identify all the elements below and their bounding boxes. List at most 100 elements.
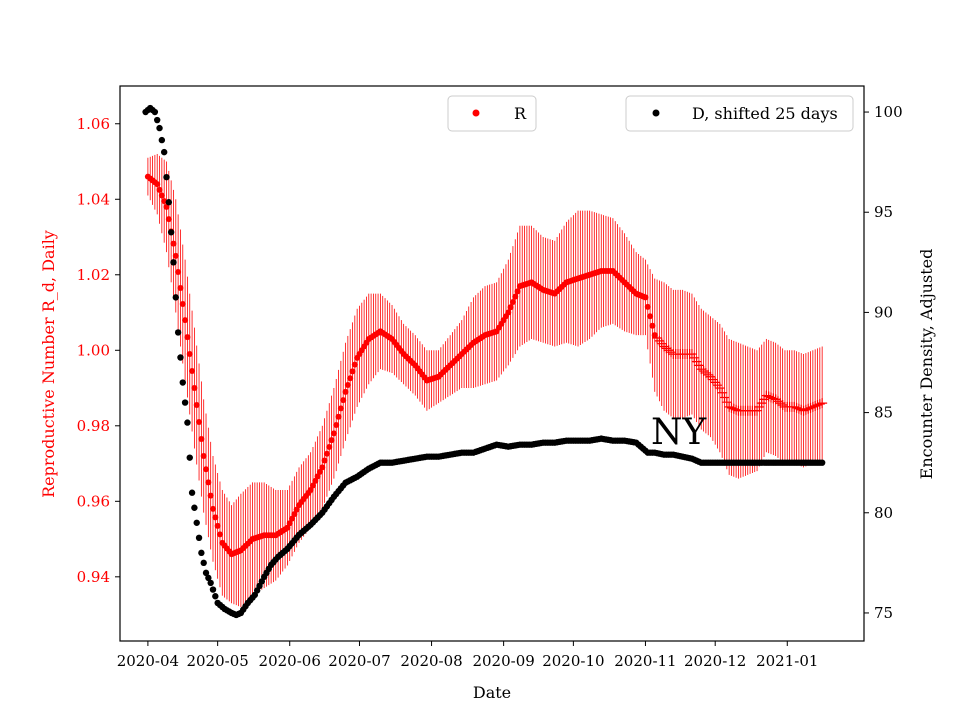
r-point-plus bbox=[793, 403, 804, 414]
d-point bbox=[165, 199, 173, 206]
r-point-plus bbox=[798, 405, 809, 416]
d-point bbox=[205, 574, 212, 582]
x-tick-label: 2020-12 bbox=[684, 652, 746, 670]
d-point bbox=[163, 173, 170, 181]
r-point-plus bbox=[810, 400, 821, 411]
x-tick-label: 2020-09 bbox=[472, 652, 534, 670]
d-point bbox=[177, 354, 184, 361]
r-point bbox=[158, 192, 165, 199]
r-point bbox=[205, 479, 212, 486]
d-point bbox=[154, 116, 161, 124]
legend-d-box bbox=[625, 95, 854, 132]
r-point bbox=[163, 203, 170, 210]
d-point bbox=[202, 569, 210, 577]
x-tick-label: 2021-01 bbox=[756, 652, 818, 670]
r-point-plus bbox=[803, 403, 814, 414]
x-tick-label: 2020-07 bbox=[328, 652, 390, 670]
r-point bbox=[309, 482, 316, 489]
y-axis-left: 0.94 0.96 0.98 1.00 1.02 1.04 1.06 bbox=[77, 115, 120, 586]
r-point bbox=[347, 375, 354, 382]
legend-r-marker bbox=[472, 109, 480, 117]
legend-r-label: R bbox=[514, 104, 527, 123]
r-point bbox=[203, 466, 210, 473]
r-point-plus bbox=[719, 392, 730, 403]
y-right-tick-label: 75 bbox=[874, 604, 893, 622]
y-left-tick-label: 1.06 bbox=[77, 115, 110, 133]
r-point bbox=[644, 303, 651, 310]
d-point bbox=[207, 579, 214, 587]
r-point bbox=[214, 522, 221, 529]
r-point bbox=[337, 405, 344, 412]
y-axis-right-label: Encounter Density, Adjusted bbox=[917, 249, 936, 480]
y-right-tick-label: 100 bbox=[874, 103, 903, 121]
r-point-plus bbox=[800, 404, 811, 415]
d-point bbox=[209, 586, 217, 593]
r-series bbox=[144, 173, 828, 558]
r-point-plus bbox=[724, 401, 735, 412]
r-point-plus bbox=[814, 399, 825, 410]
r-point bbox=[328, 437, 335, 444]
r-point bbox=[330, 430, 337, 437]
r-point bbox=[207, 492, 214, 499]
r-point bbox=[319, 464, 326, 471]
y-axis-left-label: Reproductive Number R_d, Daily bbox=[39, 230, 58, 498]
annotation-ny: NY bbox=[651, 412, 708, 453]
r-point bbox=[507, 304, 514, 311]
r-point bbox=[182, 317, 189, 324]
r-point bbox=[170, 240, 177, 247]
r-point bbox=[175, 268, 182, 275]
d-point bbox=[156, 124, 163, 132]
r-point bbox=[647, 313, 654, 320]
d-point bbox=[818, 459, 826, 466]
r-point bbox=[186, 351, 193, 358]
y-right-tick-label: 95 bbox=[874, 203, 893, 221]
r-point bbox=[177, 284, 184, 291]
legend-d: D, shifted 25 days bbox=[625, 95, 854, 132]
r-point bbox=[189, 368, 196, 375]
r-point-plus bbox=[763, 391, 774, 402]
d-point bbox=[160, 148, 168, 156]
d-series bbox=[142, 104, 826, 619]
r-point bbox=[200, 453, 207, 459]
r-point-plus bbox=[717, 387, 728, 398]
r-point-plus bbox=[731, 404, 742, 415]
d-point bbox=[167, 229, 175, 236]
r-point bbox=[184, 334, 191, 341]
r-point bbox=[191, 385, 198, 392]
r-point-plus bbox=[726, 402, 737, 413]
r-point bbox=[349, 368, 356, 375]
r-point bbox=[198, 436, 205, 443]
d-point bbox=[174, 329, 182, 336]
d-point bbox=[193, 519, 200, 526]
d-point bbox=[158, 136, 166, 144]
r-point bbox=[509, 298, 516, 305]
r-point bbox=[154, 181, 161, 188]
y-right-tick-label: 80 bbox=[874, 504, 893, 522]
d-point bbox=[151, 108, 159, 116]
legend-d-label: D, shifted 25 days bbox=[692, 104, 838, 123]
r-point bbox=[316, 468, 323, 475]
r-point bbox=[289, 515, 296, 522]
r-point-plus bbox=[812, 400, 823, 411]
r-point-plus bbox=[728, 403, 739, 414]
legend-r-box bbox=[447, 95, 537, 132]
r-point bbox=[284, 524, 291, 531]
x-tick-label: 2020-05 bbox=[186, 652, 248, 670]
d-point bbox=[170, 259, 177, 266]
r-point-plus bbox=[703, 369, 714, 380]
r-point bbox=[514, 288, 521, 295]
r-point bbox=[179, 301, 186, 308]
y-right-tick-label: 90 bbox=[874, 303, 893, 321]
y-axis-right: 75 80 85 90 95 100 bbox=[864, 103, 903, 622]
y-right-tick-label: 85 bbox=[874, 404, 893, 422]
r-point bbox=[216, 531, 223, 538]
r-point bbox=[307, 486, 314, 493]
r-point-plus bbox=[714, 383, 725, 394]
x-tick-label: 2020-10 bbox=[542, 652, 604, 670]
x-tick-label: 2020-11 bbox=[614, 652, 676, 670]
r-point bbox=[212, 514, 219, 521]
x-tick-label: 2020-08 bbox=[400, 652, 462, 670]
r-point-plus bbox=[791, 402, 802, 413]
r-point bbox=[172, 252, 179, 259]
